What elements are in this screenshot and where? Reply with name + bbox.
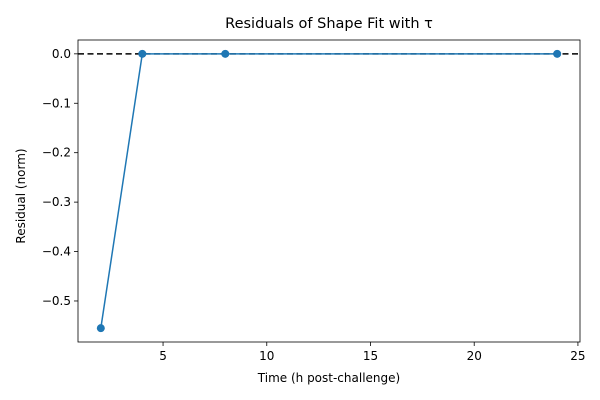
chart-title: Residuals of Shape Fit with τ: [225, 16, 433, 32]
residual-series-line: [100, 53, 558, 329]
data-point-4: [553, 49, 562, 58]
y-tick-label-2: −0.2: [42, 146, 71, 160]
x-axis-label: Time (h post-challenge): [257, 371, 400, 385]
y-tick-label-5: −0.5: [42, 294, 71, 308]
x-tick-label-5: 5: [159, 349, 167, 363]
data-point-1: [96, 324, 105, 333]
y-tick-label-3: −0.3: [42, 195, 71, 209]
axes-frame: [77, 39, 581, 343]
y-tick-label-4: −0.4: [42, 245, 71, 259]
plot-area: 5 10 15 20 25 0.0 −0.1 −0.2 −0.3 −0.4 −0.5: [42, 39, 586, 363]
x-tick-label-15: 15: [363, 349, 378, 363]
data-point-3: [221, 49, 230, 58]
y-tick-label-0: 0.0: [52, 47, 71, 61]
y-axis-label: Residual (norm): [14, 148, 28, 243]
x-tick-label-25: 25: [570, 349, 585, 363]
y-tick-label-1: −0.1: [42, 96, 71, 110]
data-point-2: [138, 49, 147, 58]
x-tick-label-20: 20: [467, 349, 482, 363]
x-tick-label-10: 10: [259, 349, 274, 363]
